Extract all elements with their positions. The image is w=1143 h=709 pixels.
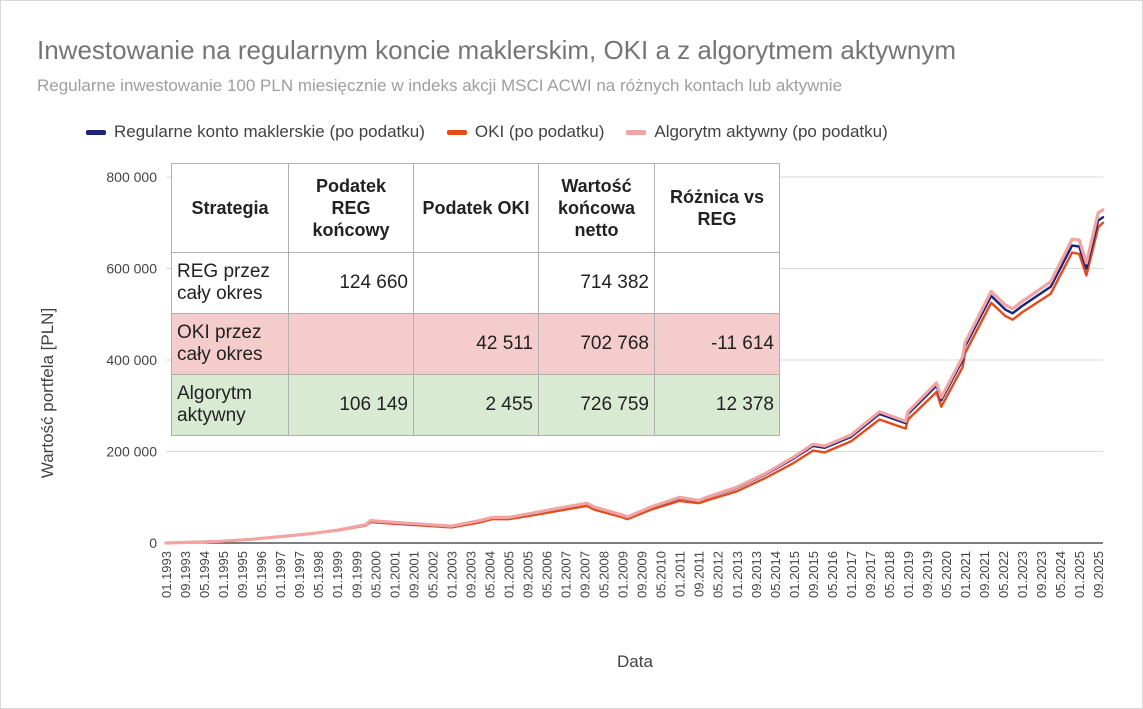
x-tick-label: 09.2003 (463, 551, 478, 598)
table-cell: Algorytm aktywny (171, 374, 289, 436)
legend-item-oki[interactable]: OKI (po podatku) (446, 122, 605, 142)
x-tick-label: 01.2019 (901, 551, 916, 598)
x-tick-label: 09.2007 (578, 551, 593, 598)
x-tick-label: 09.2019 (920, 551, 935, 598)
table-cell: 12 378 (654, 374, 780, 436)
y-tick-label: 0 (149, 535, 157, 551)
table-header: Strategia (171, 163, 289, 253)
x-tick-label: 01.1997 (273, 551, 288, 598)
legend-swatch-reg (86, 129, 106, 135)
x-tick-label: 01.2015 (787, 551, 802, 598)
x-tick-label: 05.1996 (254, 551, 269, 598)
legend: Regularne konto maklerskie (po podatku) … (86, 120, 910, 144)
x-tick-label: 05.2024 (1053, 551, 1068, 598)
table-cell: 124 660 (288, 252, 414, 314)
table-cell (654, 252, 780, 314)
x-tick-label: 05.1994 (197, 551, 212, 598)
table-cell: 726 759 (538, 374, 655, 436)
legend-swatch-alg (626, 129, 647, 135)
x-tick-label: 05.2018 (882, 551, 897, 598)
x-tick-label: 09.2011 (692, 551, 707, 597)
x-tick-label: 09.1997 (292, 551, 307, 598)
x-tick-label: 01.1999 (330, 551, 345, 598)
x-tick-label: 09.1995 (235, 551, 250, 598)
x-tick-label: 05.2016 (825, 551, 840, 598)
chart-title: Inwestowanie na regularnym koncie makler… (37, 35, 956, 65)
x-tick-label: 09.2005 (521, 551, 536, 598)
table-cell: 2 455 (413, 374, 539, 436)
x-tick-label: 05.2000 (368, 551, 383, 598)
table-header: Podatek OKI (413, 163, 539, 253)
x-tick-label: 01.2017 (844, 551, 859, 598)
legend-label-alg: Algorytm aktywny (po podatku) (654, 122, 888, 141)
table-header: Podatek REG końcowy (288, 163, 414, 253)
table-header: Wartość końcowa netto (538, 163, 655, 253)
x-tick-label: 01.2009 (616, 551, 631, 598)
chart-subtitle: Regularne inwestowanie 100 PLN miesięczn… (37, 76, 843, 95)
y-axis-title: Wartość portfela [PLN] (38, 308, 57, 478)
x-tick-label: 01.2013 (730, 551, 745, 598)
legend-label-reg: Regularne konto maklerskie (po podatku) (114, 122, 425, 141)
table-cell: -11 614 (654, 313, 780, 375)
x-tick-label: 09.2013 (749, 551, 764, 598)
x-tick-label: 05.2008 (597, 551, 612, 598)
table-cell: OKI przez cały okres (171, 313, 289, 375)
x-tick-label: 09.2023 (1034, 551, 1049, 598)
x-tick-label: 09.1999 (349, 551, 364, 598)
legend-item-reg[interactable]: Regularne konto maklerskie (po podatku) (86, 122, 425, 142)
x-tick-label: 09.2025 (1091, 551, 1106, 598)
table-row: REG przez cały okres 124 660 714 382 (171, 252, 780, 314)
x-tick-label: 09.2021 (977, 551, 992, 598)
x-tick-label: 01.2011 (673, 551, 688, 597)
table-cell: REG przez cały okres (171, 252, 289, 314)
x-tick-label: 09.2017 (863, 551, 878, 598)
series-line-alg (164, 208, 1105, 545)
table-header-row: Strategia Podatek REG końcowy Podatek OK… (171, 163, 780, 253)
summary-table: Strategia Podatek REG końcowy Podatek OK… (171, 163, 780, 436)
x-tick-label: 09.2001 (406, 551, 421, 598)
x-tick-label: 01.2005 (502, 551, 517, 598)
table-row: Algorytm aktywny 106 149 2 455 726 759 1… (171, 374, 780, 436)
table-cell: 42 511 (413, 313, 539, 375)
x-tick-label: 01.2003 (444, 551, 459, 598)
legend-label-oki: OKI (po podatku) (474, 122, 605, 141)
y-tick-label: 600 000 (106, 261, 157, 277)
x-tick-label: 09.1993 (178, 551, 193, 598)
x-tick-label: 05.2014 (768, 551, 783, 598)
x-tick-label: 01.2007 (559, 551, 574, 598)
x-tick-label: 05.2002 (425, 551, 440, 598)
y-tick-label: 800 000 (106, 169, 157, 185)
x-tick-labels: 01.1993 09.1993 05.1994 01.1995 09.1995 05.19… (159, 551, 1106, 598)
series-lines (164, 208, 1105, 545)
x-tick-label: 01.2021 (958, 551, 973, 598)
y-tick-labels: 0 200 000 400 000 600 000 800 000 (106, 169, 157, 551)
table-cell (413, 252, 539, 314)
table-cell: 106 149 (288, 374, 414, 436)
x-tick-label: 01.1993 (159, 551, 174, 598)
table-header: Różnica vs REG (654, 163, 780, 253)
table-cell: 702 768 (538, 313, 655, 375)
table-cell: 714 382 (538, 252, 655, 314)
x-tick-label: 01.2025 (1072, 551, 1087, 598)
x-tick-label: 09.2009 (635, 551, 650, 598)
x-tick-label: 05.2020 (939, 551, 954, 598)
legend-item-alg[interactable]: Algorytm aktywny (po podatku) (626, 122, 888, 142)
legend-swatch-oki (446, 129, 467, 135)
table-cell (288, 313, 414, 375)
x-tick-label: 01.1995 (216, 551, 231, 598)
x-tick-label: 05.1998 (311, 551, 326, 598)
table-row: OKI przez cały okres 42 511 702 768 -11 … (171, 313, 780, 375)
y-tick-label: 400 000 (106, 352, 157, 368)
x-tick-label: 05.2022 (996, 551, 1011, 598)
x-tick-label: 09.2015 (806, 551, 821, 598)
x-tick-label: 05.2004 (482, 551, 497, 598)
x-tick-label: 01.2001 (387, 551, 402, 598)
x-tick-label: 05.2012 (711, 551, 726, 598)
x-tick-label: 01.2023 (1015, 551, 1030, 598)
x-axis-title: Data (617, 652, 653, 671)
x-tick-label: 05.2006 (540, 551, 555, 598)
y-tick-label: 200 000 (106, 444, 157, 460)
x-tick-label: 05.2010 (654, 551, 669, 598)
